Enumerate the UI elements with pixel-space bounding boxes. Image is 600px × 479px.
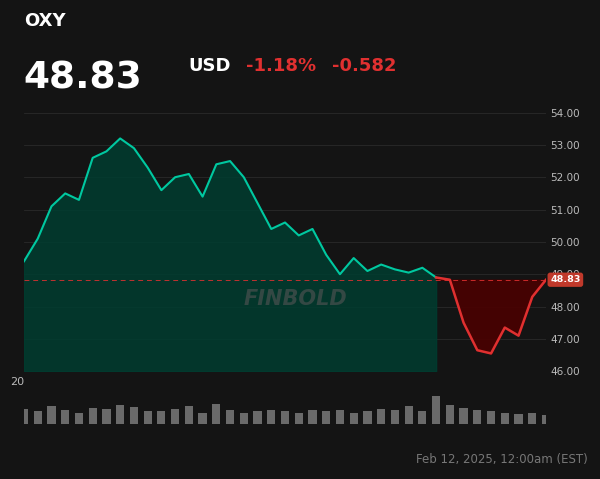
Bar [308,410,317,424]
Text: 48.83: 48.83 [24,60,143,96]
Bar [350,413,358,424]
Text: -0.582: -0.582 [332,57,397,75]
Bar [253,411,262,424]
Bar [226,410,234,424]
Bar [171,409,179,424]
Bar [460,408,468,424]
Text: Feb 12, 2025, 12:00am (EST): Feb 12, 2025, 12:00am (EST) [416,453,588,467]
Text: -1.18%: -1.18% [245,57,316,75]
Bar [473,410,481,424]
Bar [363,411,371,424]
Bar [267,410,275,424]
Bar [212,404,220,424]
Bar [322,411,331,424]
Text: 48.83: 48.83 [550,275,581,284]
Bar [116,405,124,424]
Bar [500,413,509,424]
Bar [199,413,206,424]
Bar [487,411,495,424]
Bar [157,411,166,424]
Bar [89,408,97,424]
Bar [47,406,56,424]
Bar [239,413,248,424]
Bar [281,411,289,424]
Bar [542,415,550,424]
Bar [432,396,440,424]
Bar [418,411,427,424]
Bar [75,413,83,424]
Text: OXY: OXY [24,11,65,30]
Bar [514,414,523,424]
Bar [61,410,70,424]
Bar [34,411,42,424]
Bar [20,409,28,424]
Bar [185,406,193,424]
Bar [130,407,138,424]
Bar [336,410,344,424]
Bar [295,413,303,424]
Bar [143,411,152,424]
Bar [446,405,454,424]
Bar [377,409,385,424]
Text: FINBOLD: FINBOLD [244,289,347,309]
Bar [102,409,110,424]
Bar [404,406,413,424]
Bar [528,413,536,424]
Text: USD: USD [188,57,230,75]
Bar [391,410,399,424]
